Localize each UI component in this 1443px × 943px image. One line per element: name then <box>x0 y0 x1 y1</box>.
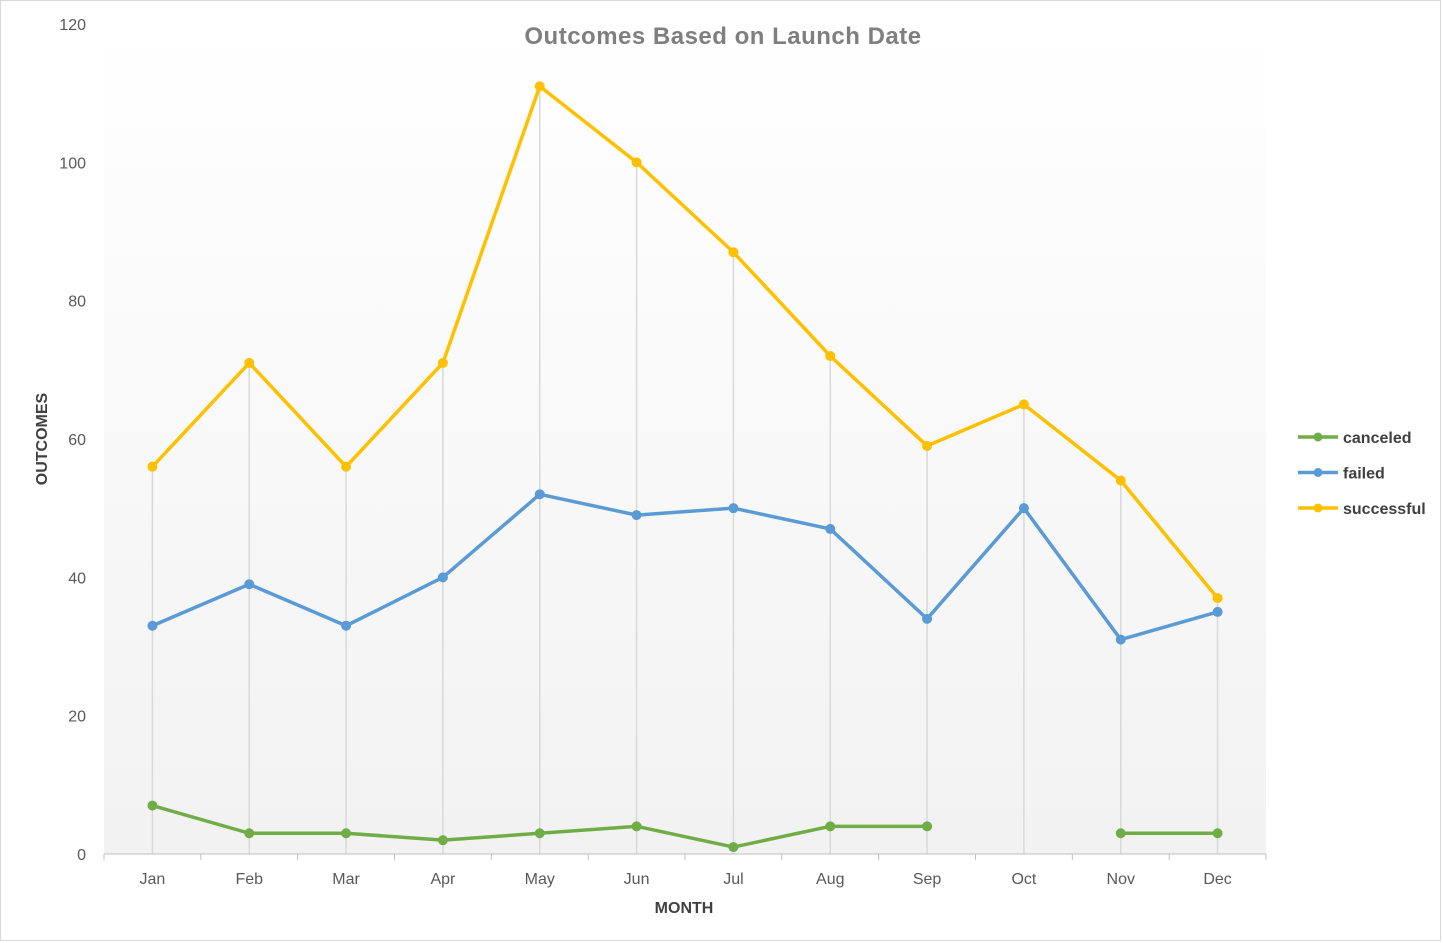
legend-item-successful: successful <box>1298 501 1426 518</box>
data-point-successful <box>534 81 545 92</box>
y-axis-title: OUTCOMES <box>34 392 51 485</box>
legend-marker <box>1313 468 1323 477</box>
data-point-successful <box>1115 475 1126 486</box>
x-tick-label: Jun <box>624 871 650 888</box>
y-tick-label: 20 <box>68 709 86 726</box>
x-tick-label: Feb <box>235 871 263 888</box>
data-point-failed <box>1212 606 1223 617</box>
data-point-failed <box>341 620 352 631</box>
data-point-successful <box>1212 593 1223 604</box>
plot-area <box>104 24 1266 854</box>
data-point-canceled <box>244 828 255 839</box>
legend-item-canceled: canceled <box>1298 430 1411 447</box>
x-tick-label: Apr <box>430 871 456 888</box>
data-point-successful <box>244 357 255 368</box>
x-tick-label: Dec <box>1203 871 1231 888</box>
data-point-failed <box>147 620 158 631</box>
data-point-canceled <box>728 842 739 853</box>
data-point-failed <box>1115 634 1126 645</box>
data-point-canceled <box>1212 828 1223 839</box>
data-point-canceled <box>922 821 933 832</box>
data-point-canceled <box>825 821 836 832</box>
data-point-canceled <box>534 828 545 839</box>
data-point-failed <box>534 489 545 500</box>
chart-title: Outcomes Based on Launch Date <box>524 23 921 50</box>
data-point-canceled <box>147 800 158 811</box>
data-point-failed <box>631 510 642 521</box>
y-tick-label: 0 <box>77 847 86 864</box>
drop-lines <box>151 86 1219 854</box>
data-point-canceled <box>631 821 642 832</box>
y-tick-label: 100 <box>59 155 86 172</box>
data-point-successful <box>825 351 836 361</box>
y-tick-label: 120 <box>59 17 86 34</box>
x-tick-label: Mar <box>332 871 360 888</box>
legend-label: canceled <box>1343 430 1411 447</box>
legend-label: successful <box>1343 501 1426 518</box>
y-tick-label: 40 <box>68 570 86 587</box>
data-point-successful <box>341 461 352 472</box>
data-point-successful <box>147 461 158 472</box>
series-layer <box>147 81 1223 853</box>
legend-label: failed <box>1343 466 1385 483</box>
legend: canceled failed successful <box>1298 430 1426 518</box>
x-tick-label: Sep <box>913 871 942 888</box>
data-point-failed <box>825 523 836 534</box>
y-tick-label: 60 <box>68 432 86 449</box>
x-axis-title: MONTH <box>655 900 714 917</box>
legend-item-failed: failed <box>1298 466 1385 483</box>
x-tick-label: Jan <box>140 871 166 888</box>
legend-marker <box>1313 432 1323 442</box>
data-point-failed <box>244 579 255 590</box>
x-tick-label: Jul <box>723 871 743 888</box>
series-line-successful <box>150 84 1220 600</box>
data-point-failed <box>728 503 739 514</box>
data-point-failed <box>922 613 933 624</box>
y-axis: 0 20 40 60 80 100 120 <box>59 17 86 864</box>
x-tick-label: Aug <box>816 871 844 888</box>
x-axis: Jan Feb Mar Apr May Jun Jul Aug Sep Oct Nov Dec <box>103 854 1267 888</box>
data-point-canceled <box>437 835 448 846</box>
series-line-failed <box>150 492 1220 642</box>
data-point-successful <box>437 357 448 368</box>
series-successful <box>147 81 1223 604</box>
x-tick-label: May <box>525 871 555 888</box>
series-failed <box>147 489 1223 645</box>
data-point-successful <box>631 157 642 168</box>
data-point-failed <box>1018 503 1029 514</box>
x-tick-label: Oct <box>1011 871 1036 888</box>
series-canceled <box>147 800 1223 853</box>
data-point-successful <box>1018 399 1029 410</box>
x-tick-label: Nov <box>1107 871 1135 888</box>
data-point-canceled <box>1115 828 1126 839</box>
data-point-failed <box>437 572 448 583</box>
data-point-successful <box>728 247 739 258</box>
data-point-successful <box>922 440 933 451</box>
y-tick-label: 80 <box>68 294 86 311</box>
legend-marker <box>1313 503 1323 513</box>
data-point-canceled <box>341 828 352 839</box>
